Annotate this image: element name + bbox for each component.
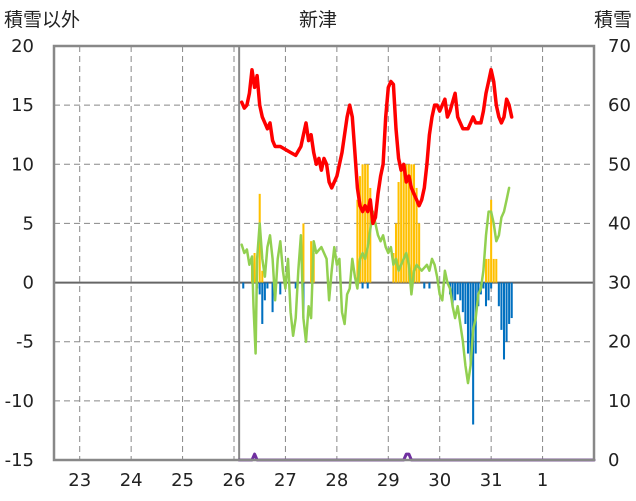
precipitation-bar (258, 282, 261, 295)
snowfall-bar (361, 164, 364, 283)
precipitation-bar (242, 282, 245, 289)
precipitation-bar (461, 282, 464, 313)
snowfall-bar (253, 253, 256, 283)
x-tick-label: 23 (68, 470, 91, 491)
precipitation-bar (487, 282, 490, 301)
chart-title: 新津 (299, 9, 337, 31)
precipitation-bar (472, 282, 475, 425)
x-tick-label: 31 (480, 470, 503, 491)
y-left-tick-label: 0 (23, 273, 34, 294)
plot-frame (52, 44, 596, 462)
x-tick-label: 1 (537, 470, 548, 491)
precipitation-bar (361, 282, 364, 289)
precipitation-bar (464, 282, 467, 324)
y-left-tick-label: 5 (23, 213, 34, 234)
grid (54, 46, 594, 460)
x-tick-label: 30 (428, 470, 451, 491)
precipitation-bar (279, 282, 282, 295)
snowfall-bar (487, 258, 490, 283)
precipitation-bar (366, 282, 369, 289)
snowfall-bar (410, 164, 413, 283)
snowfall-bar (418, 223, 421, 283)
lines (237, 67, 596, 462)
precipitation-bar (482, 282, 485, 289)
precipitation-bar (263, 282, 266, 301)
snowfall-bar (405, 164, 408, 283)
snowfall-bar (392, 253, 395, 283)
y-left-tick-label: 20 (11, 36, 34, 57)
temperature-line (239, 67, 514, 226)
snowfall-bar (415, 187, 418, 283)
y-left-axis-label: 積雪以外 (4, 9, 80, 31)
snowfall-bar (484, 258, 488, 283)
snowfall-bar (490, 199, 493, 283)
snowfall-bar (358, 176, 362, 283)
precipitation-bar (508, 282, 511, 324)
precipitation-bar (484, 282, 488, 307)
precipitation-bar (490, 282, 493, 289)
precipitation-bar (466, 282, 470, 354)
x-tick-label: 24 (120, 470, 143, 491)
precipitation-bar (456, 282, 459, 295)
snowfall-bar (366, 164, 369, 283)
snowfall-bar (397, 182, 400, 283)
y-right-tick-label: 50 (608, 154, 631, 175)
y-right-tick-label: 0 (608, 450, 619, 471)
y-right-tick-label: 70 (608, 36, 631, 57)
snowfall-bar (394, 223, 398, 283)
precipitation-bar (271, 282, 274, 313)
x-tick-label: 27 (274, 470, 297, 491)
snowfall-bar (402, 164, 405, 283)
precipitation-bar (294, 282, 297, 289)
precipitation-bar (510, 282, 513, 319)
y-left-tick-label: -15 (5, 450, 34, 471)
y-right-axis-label: 積雪 (594, 9, 632, 31)
y-left-tick-label: 15 (11, 95, 34, 116)
y-left-tick-label: -10 (5, 391, 34, 412)
snowfall-bar (356, 199, 359, 283)
snowfall-bar (495, 258, 498, 283)
precipitation-bar (469, 282, 472, 366)
y-right-tick-label: 10 (608, 391, 631, 412)
precipitation-bar (500, 282, 503, 330)
snowfall-bar (302, 223, 305, 283)
y-left-tick-label: -5 (16, 332, 34, 353)
snowfall-bar (407, 164, 410, 283)
precipitation-bar (451, 282, 454, 307)
y-right-tick-label: 20 (608, 332, 631, 353)
snowfall-bar (412, 164, 416, 283)
x-tick-label: 26 (223, 470, 246, 491)
x-tick-label: 28 (325, 470, 348, 491)
precipitation-bar (497, 282, 500, 307)
snowfall-bar (364, 164, 367, 283)
y-right-tick-label: 60 (608, 95, 631, 116)
y-left-tick-label: 10 (11, 154, 34, 175)
y-right-tick-label: 30 (608, 273, 631, 294)
snowfall-bar (310, 241, 313, 283)
precipitation-bar (423, 282, 426, 289)
precipitation-bar (459, 282, 462, 301)
precipitation-bar (266, 282, 269, 289)
snowfall-bar (261, 270, 264, 283)
snowfall-bar (400, 164, 403, 283)
precipitation-bar (505, 282, 508, 342)
y-right-tick-label: 40 (608, 213, 631, 234)
precipitation-bar (261, 282, 264, 324)
precipitation-bar (502, 282, 506, 360)
precipitation-bar (454, 282, 457, 301)
x-tick-label: 25 (171, 470, 194, 491)
precipitation-bar (428, 282, 431, 289)
x-tick-label: 29 (377, 470, 400, 491)
snowfall-bar (492, 258, 495, 283)
